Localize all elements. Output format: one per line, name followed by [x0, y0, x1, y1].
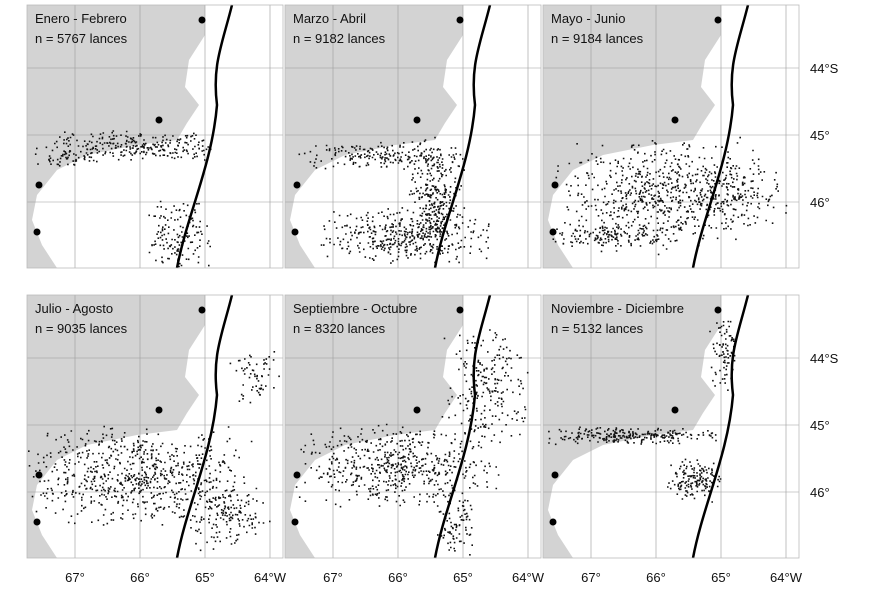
latitude-label: 46° — [810, 195, 830, 210]
panel-frame — [26, 294, 284, 559]
fishing-sets — [34, 130, 213, 268]
panel-count: n = 9035 lances — [35, 321, 128, 336]
port — [671, 406, 679, 414]
panel-title: Enero - Febrero — [35, 11, 127, 26]
port — [291, 228, 299, 236]
port — [155, 116, 163, 124]
panel-title: Marzo - Abril — [293, 11, 366, 26]
port — [33, 228, 41, 236]
isobath — [433, 4, 492, 269]
port — [291, 518, 299, 526]
panel-title: Julio - Agosto — [35, 301, 113, 316]
panel-frame — [284, 294, 542, 559]
latitude-label: 45° — [810, 128, 830, 143]
port — [155, 406, 163, 414]
panel-title: Noviembre - Diciembre — [551, 301, 684, 316]
panel-count: n = 9182 lances — [293, 31, 386, 46]
port — [714, 16, 722, 24]
latitude-label: 44°S — [810, 61, 839, 76]
isobath — [175, 294, 234, 559]
longitude-label: 67° — [323, 570, 343, 585]
port — [198, 306, 206, 314]
longitude-label: 66° — [130, 570, 150, 585]
map-panel: Enero - Febrero n = 5767 lances — [26, 4, 284, 269]
longitude-label: 65° — [711, 570, 731, 585]
fishing-sets — [28, 351, 280, 552]
longitude-label: 65° — [453, 570, 473, 585]
latitude-label: 45° — [810, 418, 830, 433]
map-panel: Septiembre - Octubre n = 8320 lances — [284, 294, 542, 559]
port — [714, 306, 722, 314]
map-panel: Mayo - Junio n = 9184 lances — [542, 4, 800, 269]
panel-frame — [284, 4, 542, 269]
port — [413, 406, 421, 414]
panel-count: n = 5767 lances — [35, 31, 128, 46]
panel-title: Mayo - Junio — [551, 11, 625, 26]
port — [293, 181, 301, 189]
port — [456, 306, 464, 314]
panel-title: Septiembre - Octubre — [293, 301, 417, 316]
port — [551, 471, 559, 479]
panel-frame — [542, 4, 800, 269]
longitude-label: 64°W — [254, 570, 287, 585]
port — [35, 471, 43, 479]
port — [456, 16, 464, 24]
isobath — [175, 4, 234, 269]
longitude-label: 67° — [65, 570, 85, 585]
longitude-label: 67° — [581, 570, 601, 585]
latitude-label: 46° — [810, 485, 830, 500]
isobath — [691, 4, 750, 269]
map-panel: Julio - Agosto n = 9035 lances — [26, 294, 284, 559]
port — [549, 518, 557, 526]
longitude-label: 64°W — [770, 570, 803, 585]
fishing-sets — [298, 136, 490, 264]
panel-count: n = 5132 lances — [551, 321, 644, 336]
panel-frame — [542, 294, 800, 559]
map-panel: Marzo - Abril n = 9182 lances — [284, 4, 542, 269]
latitude-label: 44°S — [810, 351, 839, 366]
map-panel: Noviembre - Diciembre n = 5132 lances — [542, 294, 800, 559]
longitude-label: 66° — [646, 570, 666, 585]
port — [413, 116, 421, 124]
port — [293, 471, 301, 479]
longitude-label: 64°W — [512, 570, 545, 585]
port — [551, 181, 559, 189]
fishing-sets — [552, 136, 788, 256]
longitude-label: 65° — [195, 570, 215, 585]
port — [35, 181, 43, 189]
fishing-sets — [295, 329, 529, 556]
port — [549, 228, 557, 236]
panel-frame — [26, 4, 284, 269]
panel-count: n = 9184 lances — [551, 31, 644, 46]
port — [198, 16, 206, 24]
port — [33, 518, 41, 526]
port — [671, 116, 679, 124]
isobath — [691, 294, 750, 559]
longitude-label: 66° — [388, 570, 408, 585]
panel-count: n = 8320 lances — [293, 321, 386, 336]
isobath — [433, 294, 492, 559]
